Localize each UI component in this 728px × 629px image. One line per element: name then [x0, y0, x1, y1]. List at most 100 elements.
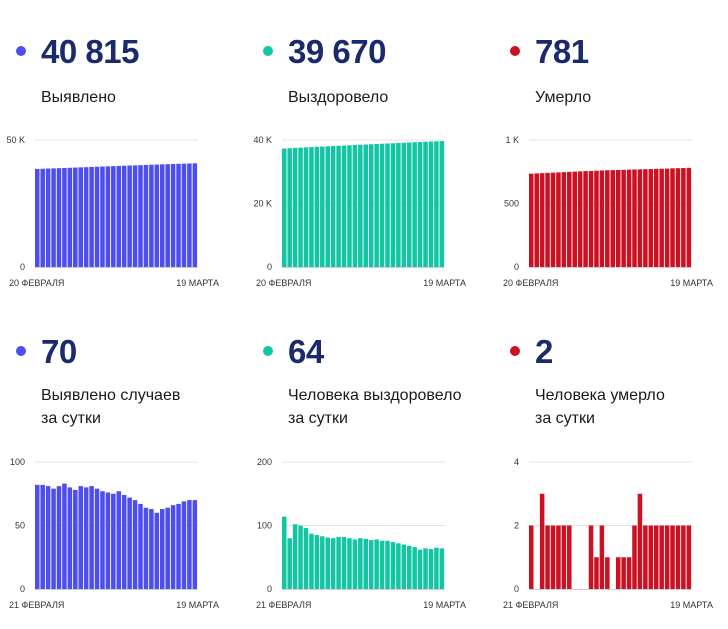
bar: [192, 500, 198, 589]
bar: [154, 512, 160, 589]
bar: [159, 164, 165, 267]
bar: [423, 548, 428, 589]
bar: [594, 557, 599, 589]
bar: [165, 507, 170, 589]
bar: [626, 557, 632, 589]
y-tick-label: 50: [15, 521, 25, 531]
bar: [132, 165, 138, 267]
bar: [287, 148, 292, 267]
bar: [51, 168, 56, 267]
bar: [401, 544, 407, 589]
chart: 0 500 1 K 20 ФЕВРАЛЯ 19 МАРТА: [503, 135, 713, 288]
y-tick-label: 0: [20, 584, 25, 594]
bar: [588, 170, 594, 267]
bar: [100, 491, 105, 589]
y-tick-label: 0: [20, 262, 25, 272]
bar: [45, 168, 51, 267]
bar: [73, 489, 78, 589]
bar: [192, 163, 198, 267]
bar: [89, 486, 94, 589]
bar: [89, 166, 94, 267]
bar: [379, 143, 385, 267]
bar: [330, 538, 336, 589]
bar: [572, 171, 577, 267]
bar: [341, 536, 347, 589]
bar: [534, 173, 539, 267]
bar: [78, 167, 83, 267]
bar: [45, 486, 51, 589]
bar: [149, 164, 154, 267]
bar: [621, 169, 626, 267]
stat-label: Умерло: [535, 86, 591, 109]
bar: [401, 142, 407, 267]
bar: [406, 142, 412, 267]
bar: [648, 169, 654, 267]
bar: [352, 539, 358, 589]
stat-label-line: Человека выздоровело: [288, 387, 462, 404]
y-tick-label: 4: [514, 457, 519, 467]
bar: [143, 164, 149, 267]
bar: [347, 145, 352, 267]
bar: [40, 484, 45, 589]
bar: [434, 141, 439, 267]
bar: [659, 525, 664, 589]
stat-value: 2: [535, 333, 553, 370]
bar: [637, 169, 643, 267]
bar: [282, 516, 287, 589]
bar: [396, 543, 401, 589]
stat-label-line: Выявлено случаев: [41, 387, 181, 404]
bar: [336, 536, 341, 589]
bar: [670, 168, 675, 267]
bar: [567, 525, 572, 589]
bar: [78, 486, 83, 589]
bar: [352, 145, 358, 267]
bar: [56, 168, 62, 267]
bar: [330, 146, 336, 267]
bar: [643, 169, 648, 267]
stat-value: 40 815: [41, 33, 139, 70]
bar: [556, 525, 561, 589]
bar: [610, 170, 616, 267]
chart: 0 100 200 21 ФЕВРАЛЯ 19 МАРТА: [256, 457, 466, 610]
x-tick-label-start: 20 ФЕВРАЛЯ: [9, 278, 64, 288]
bar: [428, 141, 434, 267]
stat-label: Выявлено: [41, 86, 116, 109]
bar: [621, 557, 626, 589]
bar: [62, 483, 67, 589]
bar: [374, 144, 379, 267]
bar: [368, 144, 374, 267]
bar: [111, 493, 116, 589]
stat-value: 781: [535, 33, 589, 70]
bar: [390, 143, 396, 267]
panel-deaths-total: 781 Умерло 0 500 1 K 20 ФЕВРАЛЯ 19 МАРТА: [494, 0, 728, 300]
chart: 0 20 K 40 K 20 ФЕВРАЛЯ 19 МАРТА: [253, 135, 466, 288]
bar: [303, 147, 309, 267]
chart: 0 50 K 20 ФЕВРАЛЯ 19 МАРТА: [6, 135, 219, 288]
panel-detected-total: 40 815 Выявлено 0 50 K 20 ФЕВРАЛЯ 19 МАРТА: [0, 0, 240, 300]
stat-label: Человека умерло за сутки: [535, 384, 665, 430]
bar: [643, 525, 648, 589]
bar: [138, 503, 143, 589]
stat-label-line: за сутки: [288, 410, 348, 427]
bar: [561, 525, 567, 589]
x-tick-label-start: 21 ФЕВРАЛЯ: [503, 600, 558, 610]
bar: [105, 166, 111, 267]
bar: [176, 503, 181, 589]
bar: [434, 547, 439, 589]
bar: [35, 484, 40, 589]
bar: [282, 148, 287, 267]
y-tick-label: 50 K: [6, 135, 25, 145]
y-tick-label: 100: [10, 457, 25, 467]
bar: [292, 524, 298, 589]
bar: [412, 547, 417, 589]
stat-label-line: за сутки: [41, 410, 101, 427]
y-tick-label: 1 K: [505, 135, 519, 145]
bar: [615, 557, 621, 589]
bar: [539, 493, 545, 589]
bar: [664, 525, 670, 589]
stat-label-line: Выявлено: [41, 89, 116, 106]
bar: [550, 172, 556, 267]
panel-deaths-daily: 2 Человека умерло за сутки 0 2 4 21 ФЕВРАЛЯ…: [494, 320, 728, 620]
bar: [428, 549, 434, 589]
bar: [154, 164, 160, 267]
